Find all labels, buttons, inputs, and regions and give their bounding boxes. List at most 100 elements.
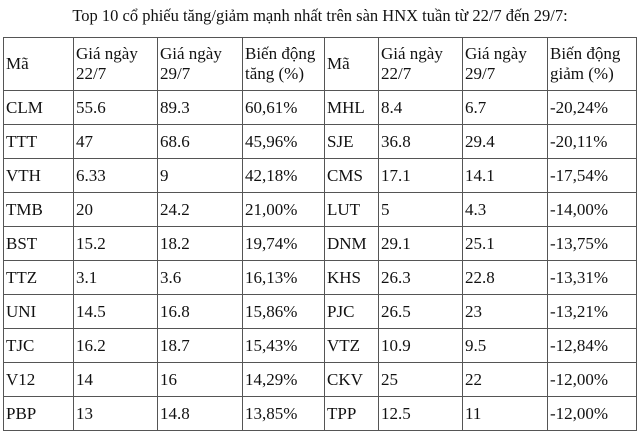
- table-cell: 29.1: [378, 226, 463, 261]
- table-cell: 22.8: [462, 260, 548, 295]
- table-cell: 16: [157, 362, 243, 397]
- table-row: BST 15.2 18.2 19,74% DNM 29.1 25.1 -13,75%: [3, 226, 637, 261]
- table-row: V12 14 16 14,29% CKV 25 22 -12,00%: [3, 362, 637, 397]
- column-header: Giá ngày 22/7: [73, 37, 158, 91]
- table-row: TJC 16.2 18.7 15,43% VTZ 10.9 9.5 -12,84%: [3, 328, 637, 363]
- table-cell: 45,96%: [242, 124, 325, 159]
- table-cell: 21,00%: [242, 192, 325, 227]
- column-header-line: 29/7: [160, 64, 191, 83]
- table-cell: 22: [462, 362, 548, 397]
- table-cell: 6.7: [462, 90, 548, 125]
- table-cell: TTT: [3, 124, 74, 159]
- table-cell: 10.9: [378, 328, 463, 363]
- table-cell: TTZ: [3, 260, 74, 295]
- table-row: TTT 47 68.6 45,96% SJE 36.8 29.4 -20,11%: [3, 124, 637, 159]
- table-cell: -13,21%: [547, 294, 637, 329]
- table-caption: Top 10 cổ phiếu tăng/giảm mạnh nhất trên…: [72, 6, 568, 25]
- table-cell: 25.1: [462, 226, 548, 261]
- table-cell: CKV: [324, 362, 379, 397]
- column-header: Giá ngày 29/7: [157, 37, 243, 91]
- table-cell: 29.4: [462, 124, 548, 159]
- table-cell: PBP: [3, 396, 74, 431]
- table-cell: CMS: [324, 158, 379, 193]
- table-row: CLM 55.6 89.3 60,61% MHL 8.4 6.7 -20,24%: [3, 90, 637, 125]
- table-cell: 36.8: [378, 124, 463, 159]
- table-row: PBP 13 14.8 13,85% TPP 12.5 11 -12,00%: [3, 396, 637, 431]
- table-cell: 18.7: [157, 328, 243, 363]
- table-cell: BST: [3, 226, 74, 261]
- table-cell: 60,61%: [242, 90, 325, 125]
- table-cell: VTZ: [324, 328, 379, 363]
- table-cell: 26.3: [378, 260, 463, 295]
- column-header-line: Giá ngày: [160, 44, 222, 63]
- table-cell: -12,00%: [547, 396, 637, 431]
- table-cell: 14: [73, 362, 158, 397]
- table-cell: 4.3: [462, 192, 548, 227]
- table-cell: 16,13%: [242, 260, 325, 295]
- table-cell: 26.5: [378, 294, 463, 329]
- table-cell: 12.5: [378, 396, 463, 431]
- table-cell: 16.2: [73, 328, 158, 363]
- table-cell: 42,18%: [242, 158, 325, 193]
- table-cell: 68.6: [157, 124, 243, 159]
- table-cell: UNI: [3, 294, 74, 329]
- column-header-line: 29/7: [465, 64, 496, 83]
- table-row: UNI 14.5 16.8 15,86% PJC 26.5 23 -13,21%: [3, 294, 637, 329]
- table-cell: 17.1: [378, 158, 463, 193]
- table-cell: -12,00%: [547, 362, 637, 397]
- table-cell: 3.6: [157, 260, 243, 295]
- table-cell: TMB: [3, 192, 74, 227]
- column-header: Mã: [3, 37, 74, 91]
- table-cell: 14.1: [462, 158, 548, 193]
- table-cell: 13,85%: [242, 396, 325, 431]
- column-header-line: Biến động: [245, 44, 316, 63]
- table-row: TMB 20 24.2 21,00% LUT 5 4.3 -14,00%: [3, 192, 637, 227]
- table-cell: 89.3: [157, 90, 243, 125]
- table-cell: KHS: [324, 260, 379, 295]
- table-row: VTH 6.33 9 42,18% CMS 17.1 14.1 -17,54%: [3, 158, 637, 193]
- table-cell: -17,54%: [547, 158, 637, 193]
- table-cell: MHL: [324, 90, 379, 125]
- table-cell: 25: [378, 362, 463, 397]
- column-header-line: 22/7: [381, 64, 412, 83]
- column-header: Giá ngày 22/7: [378, 37, 463, 91]
- table-cell: 8.4: [378, 90, 463, 125]
- table-cell: 14.8: [157, 396, 243, 431]
- stock-table: Mã Giá ngày 22/7 Giá ngày 29/7 Biến động tăng …: [3, 37, 637, 431]
- column-header: Biến động tăng (%): [242, 37, 325, 91]
- table-cell: 13: [73, 396, 158, 431]
- table-cell: -14,00%: [547, 192, 637, 227]
- table-cell: 14.5: [73, 294, 158, 329]
- table-cell: -13,31%: [547, 260, 637, 295]
- table-cell: TPP: [324, 396, 379, 431]
- table-cell: 9: [157, 158, 243, 193]
- table-cell: 16.8: [157, 294, 243, 329]
- table-cell: 20: [73, 192, 158, 227]
- table-cell: 11: [462, 396, 548, 431]
- column-header-line: Giá ngày: [465, 44, 527, 63]
- column-header: Mã: [324, 37, 379, 91]
- table-cell: 15,86%: [242, 294, 325, 329]
- table-cell: 9.5: [462, 328, 548, 363]
- table-cell: LUT: [324, 192, 379, 227]
- table-cell: 19,74%: [242, 226, 325, 261]
- table-cell: PJC: [324, 294, 379, 329]
- table-cell: 14,29%: [242, 362, 325, 397]
- table-cell: 18.2: [157, 226, 243, 261]
- column-header-line: Giá ngày: [76, 44, 138, 63]
- table-row: TTZ 3.1 3.6 16,13% KHS 26.3 22.8 -13,31%: [3, 260, 637, 295]
- header-row: Mã Giá ngày 22/7 Giá ngày 29/7 Biến động tăng …: [3, 37, 637, 91]
- column-header-line: 22/7: [76, 64, 107, 83]
- column-header-line: Biến động: [550, 44, 621, 63]
- table-cell: 3.1: [73, 260, 158, 295]
- table-cell: 5: [378, 192, 463, 227]
- table-cell: -20,11%: [547, 124, 637, 159]
- table-cell: CLM: [3, 90, 74, 125]
- table-cell: -20,24%: [547, 90, 637, 125]
- table-cell: -12,84%: [547, 328, 637, 363]
- table-cell: 55.6: [73, 90, 158, 125]
- table-cell: 15,43%: [242, 328, 325, 363]
- table-cell: 6.33: [73, 158, 158, 193]
- table-cell: V12: [3, 362, 74, 397]
- table-cell: TJC: [3, 328, 74, 363]
